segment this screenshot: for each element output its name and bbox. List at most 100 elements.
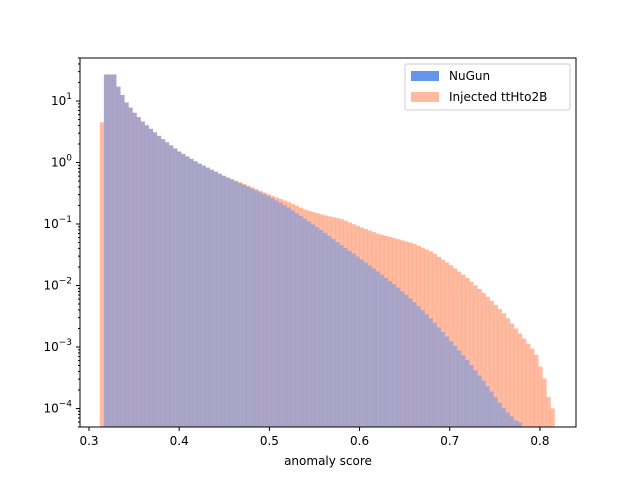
histogram-bar-nugun [465, 359, 470, 427]
histogram-bar-nugun [489, 391, 494, 427]
histogram-bar-injected [99, 122, 105, 427]
y-tick-label: 10−4 [43, 399, 72, 415]
histogram-bar-nugun [107, 74, 113, 427]
y-tick-label-base: 10 [43, 340, 58, 354]
histogram-bar-nugun [225, 177, 231, 427]
histogram-bar-nugun [164, 142, 170, 428]
histogram-bar-nugun [282, 205, 287, 427]
histogram-bar-nugun [302, 218, 308, 427]
y-tick-label-exponent: 1 [66, 92, 72, 102]
histogram-bar-injected [489, 300, 494, 427]
histogram-bar-nugun [387, 281, 393, 427]
histogram-bar-nugun [209, 169, 214, 427]
histogram-bar-nugun [428, 318, 434, 427]
x-tick-label: 0.8 [530, 434, 549, 448]
y-tick-label-base: 10 [51, 94, 66, 108]
histogram-bar-nugun [249, 188, 255, 427]
histogram-bar-nugun [124, 102, 129, 428]
legend-label-nugun: NuGun [449, 69, 490, 83]
histogram-bar-nugun [140, 121, 145, 428]
x-axis-ticks: 0.3 0.4 0.5 0.6 0.7 0.8 [79, 427, 549, 448]
histogram-bar-nugun [456, 350, 462, 427]
histogram-bar-nugun [481, 380, 486, 427]
y-tick-label: 101 [51, 92, 72, 108]
histogram-bar-nugun [290, 210, 296, 427]
histogram-bar-nugun [497, 402, 502, 427]
histogram-bar-nugun [448, 341, 454, 427]
histogram-bar-injected [497, 309, 502, 427]
y-tick-label-base: 10 [43, 278, 58, 292]
histogram-bar-nugun [363, 262, 369, 427]
histogram-bar-nugun [144, 125, 149, 428]
histogram-bar-nugun [310, 224, 316, 427]
x-tick-label: 0.4 [170, 434, 189, 448]
histogram-bar-nugun [176, 151, 182, 427]
histogram-bar-injected [473, 285, 478, 427]
histogram-bar-nugun [355, 256, 360, 427]
histogram-bar-nugun [221, 175, 227, 427]
histogram-bar-nugun [485, 386, 490, 427]
histogram-bar-nugun [404, 294, 409, 427]
histogram-bar-nugun [493, 397, 498, 427]
histogram-bar-nugun [217, 173, 222, 427]
y-tick-label-exponent: −3 [59, 338, 72, 348]
y-tick-label-base: 10 [51, 155, 66, 169]
histogram-bar-nugun [314, 227, 320, 427]
histogram-bar-nugun [254, 190, 259, 427]
histogram-bar-nugun [278, 202, 283, 427]
histogram-bar-nugun [400, 291, 405, 427]
y-tick-label-base: 10 [43, 217, 58, 231]
legend-label-injected: Injected ttHto2B [449, 90, 547, 104]
legend-swatch-injected [411, 92, 439, 102]
histogram-bar-nugun [112, 74, 117, 427]
histogram-bar-nugun [367, 265, 373, 427]
histogram-bar-nugun [343, 248, 348, 427]
x-tick-label: 0.7 [440, 434, 459, 448]
histogram-bar-nugun [408, 298, 413, 427]
histogram-bar-nugun [351, 253, 356, 427]
histogram-bar-nugun [416, 306, 421, 427]
histogram-bar-nugun [436, 327, 442, 427]
histogram-bar-nugun [331, 239, 336, 427]
histogram-bar-nugun [392, 284, 397, 427]
histogram-bar-nugun [444, 336, 450, 427]
histogram-bar-injected [469, 281, 474, 427]
histogram-bar-injected [477, 289, 482, 427]
histogram-bar-nugun [420, 310, 425, 427]
histogram-bar-nugun [298, 215, 304, 427]
histogram-bar-nugun [201, 165, 206, 427]
histogram-bar-nugun [233, 181, 239, 427]
histogram-bar-injected [509, 323, 515, 427]
histogram-bar-nugun [193, 161, 198, 428]
x-tick-label: 0.3 [79, 434, 98, 448]
y-tick-label-exponent: −2 [59, 276, 72, 286]
histogram-bar-nugun [241, 184, 247, 427]
histogram-bar-nugun [335, 242, 340, 427]
histogram-bar-nugun [172, 148, 178, 427]
legend-box [404, 63, 571, 111]
histogram-bar-nugun [136, 117, 141, 427]
x-tick-label: 0.6 [350, 434, 369, 448]
histogram-bar-nugun [286, 207, 291, 427]
histogram-bar-nugun [185, 156, 190, 427]
histogram-bar-nugun [229, 179, 235, 427]
histogram-bar-injected [456, 271, 462, 427]
histogram-bar-nugun [205, 167, 210, 428]
histogram-bar-nugun [327, 235, 332, 427]
histogram-bar-nugun [258, 192, 263, 427]
histogram-bar-nugun [103, 74, 109, 427]
histogram-bar-injected [493, 304, 498, 427]
histogram-bar-nugun [396, 287, 401, 427]
histogram-bar-injected [513, 328, 519, 427]
legend-swatch-nugun [411, 71, 439, 81]
histogram-bar-nugun [197, 163, 202, 427]
histogram-bar-injected [530, 348, 535, 427]
histogram-bar-nugun [245, 186, 251, 427]
histogram-bar-nugun [339, 245, 344, 427]
histogram-bar-injected [525, 343, 531, 427]
y-tick-label-base: 10 [43, 401, 58, 415]
histogram-bar-nugun [274, 200, 279, 427]
y-tick-label: 10−3 [43, 338, 72, 354]
